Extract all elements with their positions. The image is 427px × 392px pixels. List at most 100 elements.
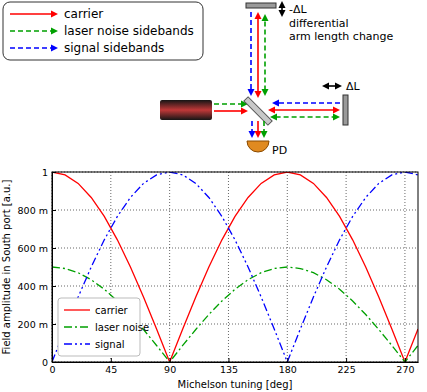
diagram-legend-arrow	[10, 11, 58, 18]
tick-mark	[170, 358, 171, 362]
figure: carrierlaser noise sidebandssignal sideb…	[0, 0, 427, 392]
arrow-head	[261, 131, 268, 138]
arrow-head	[268, 107, 275, 114]
tick-label: 0	[42, 357, 48, 368]
tick-mark	[346, 358, 347, 362]
tick-label: 600 m	[18, 243, 48, 254]
tick-label: 90	[164, 364, 176, 375]
plot-frame	[52, 172, 418, 362]
tick-mark	[52, 286, 56, 287]
grid-line-x	[169, 172, 170, 362]
arrow-head	[270, 114, 277, 121]
tick: 45	[105, 358, 117, 375]
grid-line-x	[346, 172, 347, 362]
tick-mark	[52, 362, 56, 363]
tick-mark	[52, 324, 56, 325]
tick: 180	[279, 358, 297, 375]
tick: 0	[42, 357, 56, 368]
grid-line-x	[404, 172, 405, 362]
beam-arrow	[249, 121, 256, 138]
grid-line-x	[228, 172, 229, 362]
beam-arrow	[268, 107, 340, 114]
chart: 0 45 90 135 180 225 270 0 200 m 400 m 600 m 800 m 1 M…	[1, 167, 419, 390]
beam-line	[10, 30, 52, 32]
arrow-head	[51, 11, 58, 18]
tick-mark	[52, 248, 56, 249]
beam-line	[10, 47, 52, 49]
series-lines	[52, 172, 418, 362]
arrow-head	[262, 14, 269, 21]
tick-label: 200 m	[18, 319, 48, 330]
tick-mark	[52, 210, 56, 211]
tick-label: 225	[338, 364, 356, 375]
arrow-head	[255, 131, 262, 138]
beam-line	[274, 109, 335, 111]
top-mirror-label: -ΔL	[289, 3, 307, 16]
series-line	[52, 172, 418, 362]
beam-arrow	[214, 101, 248, 108]
beam-line	[276, 116, 335, 118]
tick-label: 1	[42, 167, 48, 178]
axis-line	[52, 173, 53, 363]
arrow-head	[322, 83, 329, 90]
beam-arrow	[255, 121, 262, 138]
series-line	[52, 172, 418, 362]
arrow-head	[255, 91, 262, 98]
arrow-head	[333, 107, 340, 114]
annotation-line: differential	[289, 17, 349, 30]
legend-swatch	[64, 309, 90, 310]
tick-label: 45	[105, 364, 117, 375]
beam-arrow	[270, 114, 340, 121]
beam-arrow	[248, 12, 255, 96]
legend-label: signal	[95, 339, 125, 350]
arrow-head	[272, 100, 279, 107]
beam-line	[214, 110, 242, 112]
tick-mark	[405, 358, 406, 362]
beam-splitter	[244, 97, 272, 125]
arrow-head	[51, 28, 58, 35]
tick-label: 400 m	[18, 281, 48, 292]
arrow-head	[335, 83, 342, 90]
beam-arrow	[272, 100, 340, 107]
diagram-legend-label: signal sidebands	[64, 41, 164, 55]
arrow-head	[279, 10, 286, 17]
arrow-head	[333, 114, 340, 121]
diagram-legend-box	[3, 2, 203, 60]
tick-mark	[52, 172, 56, 173]
grid-line-y	[52, 286, 418, 287]
tick-label: 180	[279, 364, 297, 375]
laser	[160, 100, 212, 120]
beam-line	[251, 121, 253, 132]
tick-label: 0	[49, 364, 55, 375]
beam-line	[250, 12, 252, 90]
legend-swatch	[64, 343, 90, 344]
arrow-head	[262, 89, 269, 96]
tick-label: 135	[220, 364, 238, 375]
beam-line	[263, 121, 265, 132]
grid	[52, 172, 418, 362]
x-axis-title: Michelson tuning [deg]	[178, 379, 293, 390]
beam-arrow	[262, 14, 269, 96]
beam-line	[257, 121, 259, 132]
arrow-head	[241, 108, 248, 115]
beam-line	[278, 102, 340, 104]
diagram-legend-arrow	[10, 45, 58, 52]
beam-arrow	[214, 108, 248, 115]
annotation-line: arm length change	[289, 30, 394, 43]
tick: 270	[396, 358, 414, 375]
beam-line	[264, 20, 266, 91]
tick: 1	[42, 167, 56, 178]
right-mirror	[343, 95, 348, 125]
tick: 400 m	[18, 281, 56, 292]
tick-label: 800 m	[18, 205, 48, 216]
legend: carrierlaser noisesignal	[58, 298, 149, 356]
mirror-motion-arrow	[279, 1, 286, 17]
mirror-motion-arrow	[322, 83, 342, 90]
legend-label: carrier	[95, 305, 129, 316]
tick-mark	[228, 358, 229, 362]
beam-line	[214, 103, 242, 105]
top-mirror	[246, 3, 276, 8]
beam-line	[257, 18, 259, 93]
right-mirror-label: ΔL	[346, 80, 361, 93]
diagram-legend-label: carrier	[64, 7, 103, 21]
